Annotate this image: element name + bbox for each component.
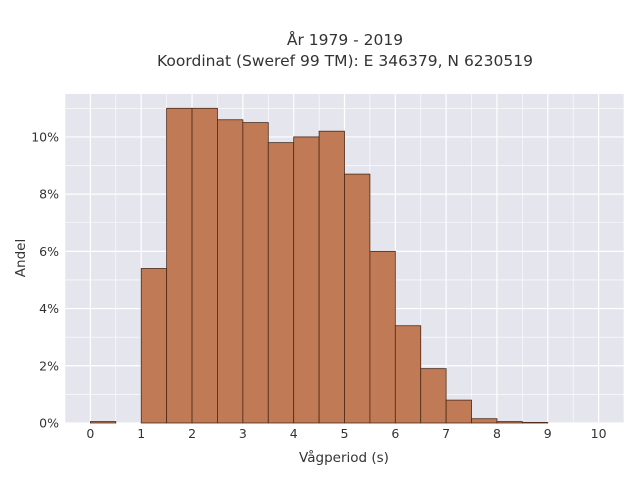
histogram-bar <box>369 250 396 424</box>
x-tick-label: 7 <box>442 426 450 441</box>
histogram-bar <box>90 421 117 424</box>
y-tick-label: 4% <box>39 301 59 316</box>
histogram-bar <box>191 107 218 424</box>
histogram-bar <box>420 368 447 424</box>
histogram-bar <box>471 418 498 424</box>
x-tick-label: 6 <box>391 426 399 441</box>
x-axis-title: Vågperiod (s) <box>299 449 389 466</box>
histogram-bar <box>445 399 472 424</box>
x-tick-label: 5 <box>341 426 349 441</box>
histogram-bar <box>521 422 549 424</box>
y-tick-label: 8% <box>39 187 59 202</box>
x-tick-label: 8 <box>493 426 501 441</box>
y-tick-label: 6% <box>39 244 59 259</box>
y-tick-labels: 0% 2% 4% 6% 8% 10% <box>31 129 59 430</box>
x-tick-label: 2 <box>188 426 196 441</box>
chart-title-line2: Koordinat (Sweref 99 TM): E 346379, N 62… <box>157 52 533 70</box>
y-tick-label: 2% <box>39 358 59 373</box>
x-tick-labels: 0 1 2 3 4 5 6 7 8 9 10 <box>86 426 606 441</box>
histogram-bar <box>318 130 345 424</box>
y-axis-title: Andel <box>13 239 29 277</box>
x-tick-label: 1 <box>137 426 145 441</box>
x-tick-label: 4 <box>290 426 298 441</box>
histogram-bar <box>293 136 320 424</box>
histogram-bar <box>242 122 269 424</box>
histogram-bar <box>166 107 193 424</box>
x-tick-label: 9 <box>544 426 552 441</box>
histogram-bar <box>496 421 523 424</box>
histogram-bar <box>140 268 168 424</box>
histogram-bar <box>394 325 422 424</box>
bars <box>90 107 549 424</box>
histogram-bar <box>217 119 244 424</box>
y-tick-label: 0% <box>39 416 59 431</box>
x-tick-label: 10 <box>591 426 607 441</box>
chart-title-line1: År 1979 - 2019 <box>287 30 403 49</box>
histogram-bar <box>344 173 371 424</box>
y-tick-label: 10% <box>31 129 59 144</box>
histogram-bar <box>267 142 295 424</box>
x-tick-label: 3 <box>239 426 247 441</box>
x-tick-label: 0 <box>86 426 94 441</box>
